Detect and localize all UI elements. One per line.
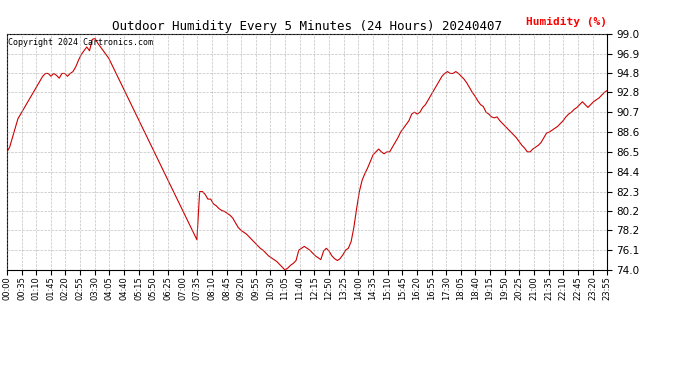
Text: Humidity (%): Humidity (%) bbox=[526, 16, 607, 27]
Text: Copyright 2024 Cartronics.com: Copyright 2024 Cartronics.com bbox=[8, 39, 153, 48]
Title: Outdoor Humidity Every 5 Minutes (24 Hours) 20240407: Outdoor Humidity Every 5 Minutes (24 Hou… bbox=[112, 20, 502, 33]
